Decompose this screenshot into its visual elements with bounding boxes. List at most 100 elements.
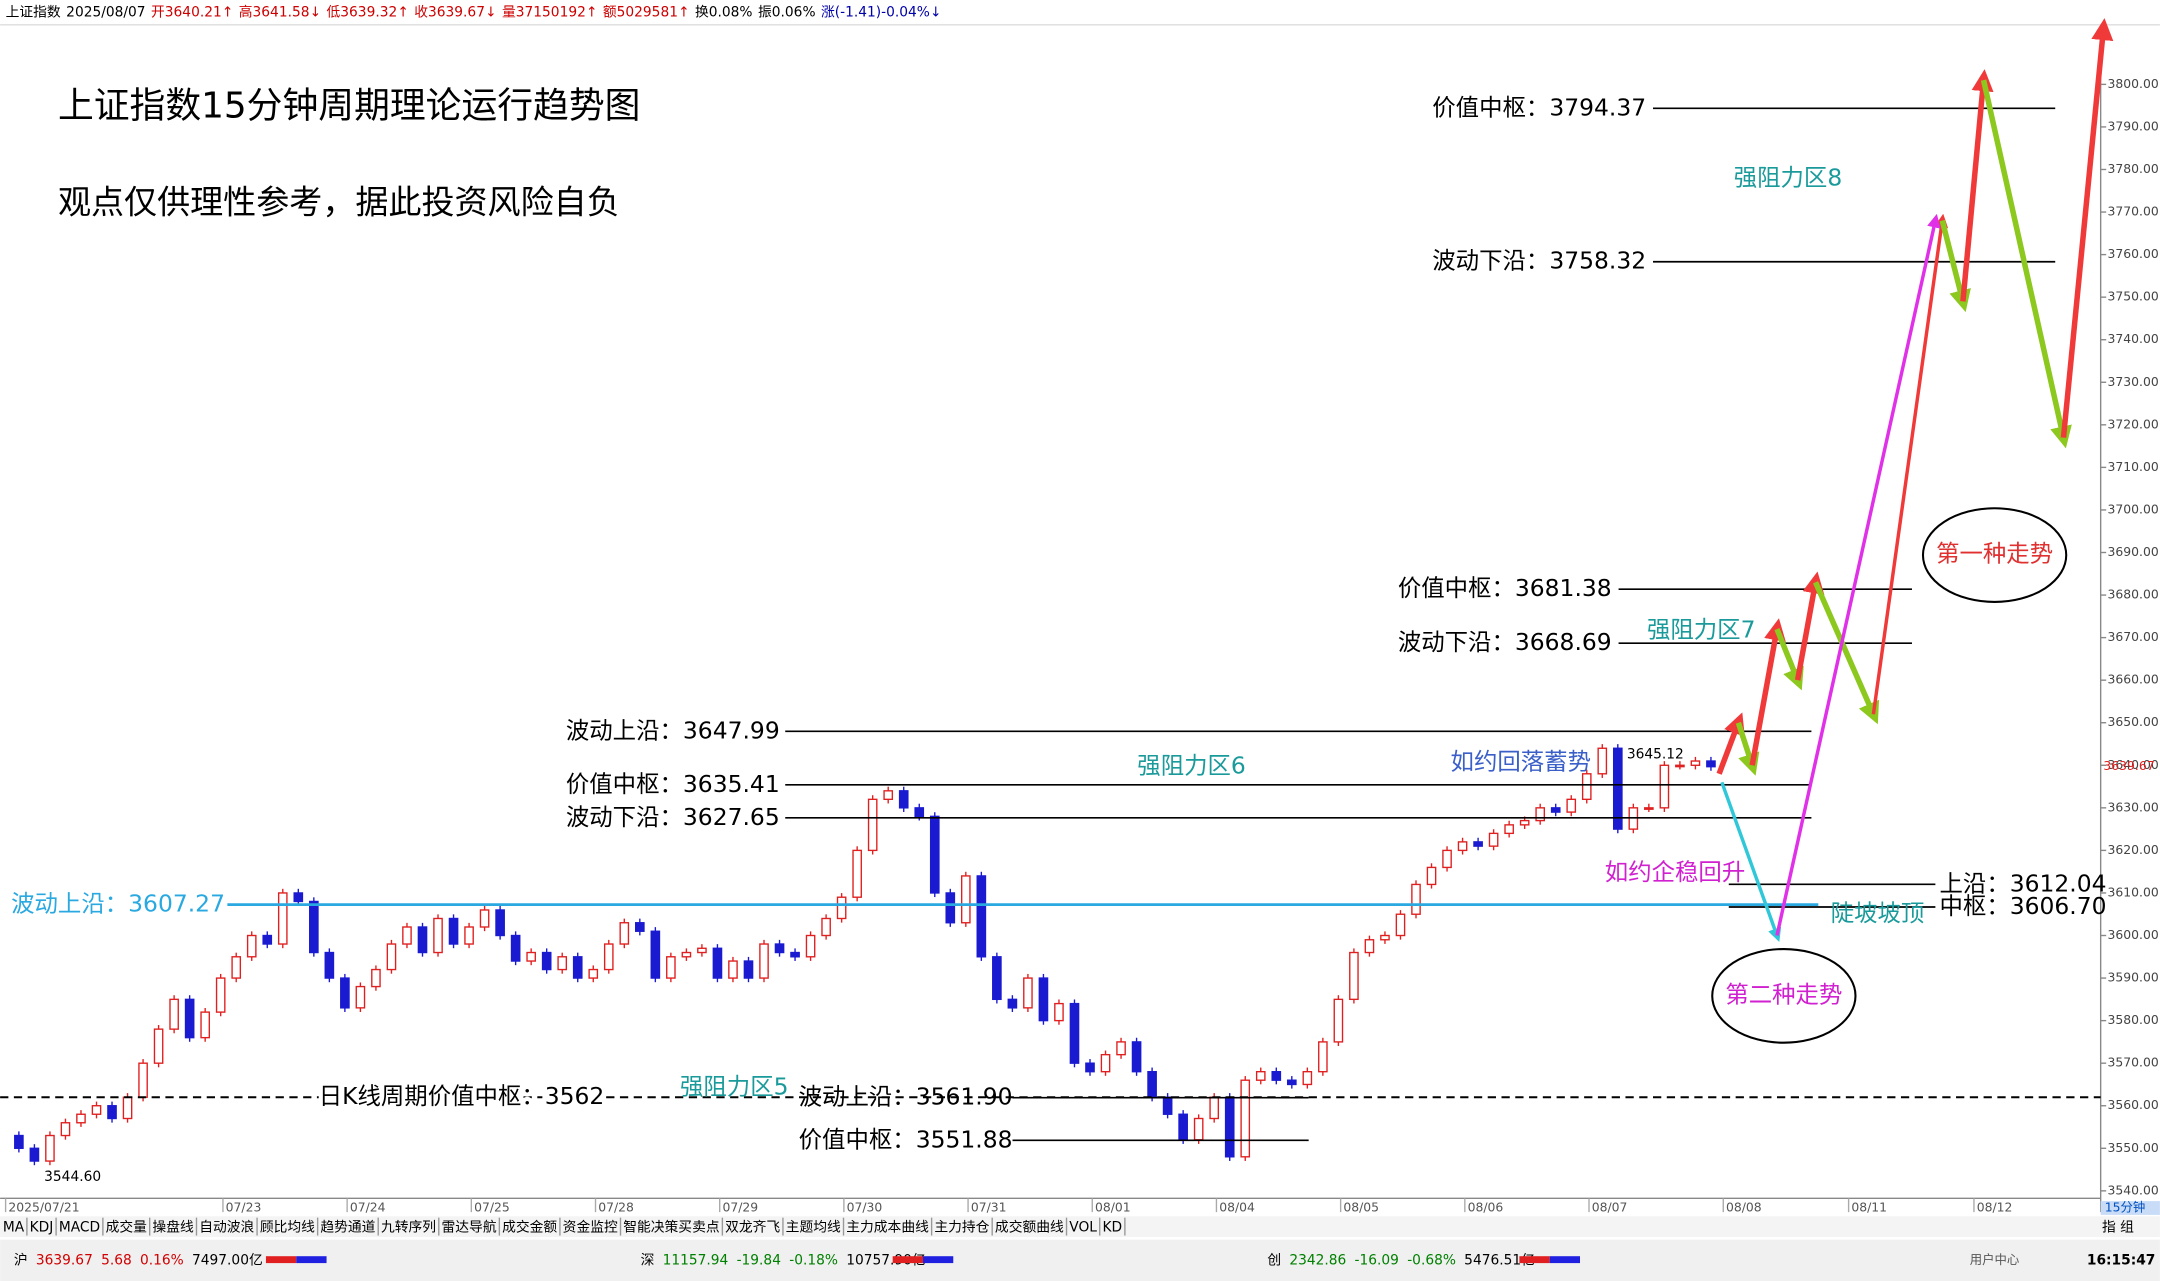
candle: [541, 951, 552, 971]
level-name: 上沿：: [1940, 869, 2010, 897]
x-tick-label: 07/30: [847, 1199, 883, 1214]
indicator-tab[interactable]: 顾比均线: [260, 1219, 315, 1235]
candle: [433, 917, 443, 954]
indicator-tab[interactable]: 趋势通道: [320, 1219, 375, 1235]
candle: [45, 1134, 55, 1162]
indicator-tab[interactable]: 智能决策买卖点: [623, 1218, 720, 1235]
candle: [852, 849, 862, 898]
indicator-tab[interactable]: 九转序列: [381, 1219, 436, 1235]
scenario-arrow: [1939, 219, 1971, 313]
candle: [992, 956, 1002, 1001]
candle: [169, 998, 179, 1030]
candle: [635, 922, 645, 932]
level-label: 价值中枢：3635.41: [566, 769, 780, 797]
candle: [479, 909, 490, 928]
indicator-tab[interactable]: 资金监控: [563, 1219, 618, 1235]
candle: [417, 926, 428, 954]
candle: [821, 917, 831, 937]
indicator-tab[interactable]: 自动波浪: [199, 1219, 254, 1235]
level-label: 波动上沿：3561.90: [799, 1082, 1013, 1110]
candle: [790, 951, 800, 958]
indicator-tab[interactable]: MA: [3, 1219, 25, 1235]
y-tick-label: 3790.00: [2108, 118, 2159, 133]
user-center[interactable]: 用户中心: [1970, 1252, 2020, 1267]
note: 如约回落蓄势: [1451, 748, 1591, 776]
x-tick-label: 08/01: [1095, 1199, 1131, 1214]
scenario-arrow: [1794, 571, 1825, 681]
indicator-tab[interactable]: 操盘线: [152, 1218, 194, 1235]
ratio-bar: [892, 1256, 923, 1264]
candle: [1426, 866, 1437, 886]
scenario-label: 第一种走势: [1936, 540, 2053, 568]
candle: [1411, 883, 1421, 915]
candle: [1054, 1002, 1064, 1022]
indicator-tab[interactable]: KDJ: [30, 1219, 54, 1235]
indicator-tab[interactable]: 主力成本曲线: [846, 1219, 929, 1235]
zone-label: 强阻力区8: [1734, 164, 1843, 192]
candle: [1675, 764, 1685, 768]
level-label: 中枢：3606.70: [1940, 891, 2107, 919]
last-price: 3639.67: [2103, 758, 2154, 773]
indicator-tab[interactable]: 双龙齐飞: [725, 1219, 780, 1235]
y-tick-label: 3630.00: [2108, 799, 2159, 814]
market-price: 2342.86: [1289, 1252, 1346, 1268]
market-pct: -0.18%: [789, 1252, 838, 1268]
y-tick-label: 3670.00: [2108, 629, 2159, 644]
market-name: 沪: [14, 1252, 28, 1268]
level-label: 波动下沿：3668.69: [1398, 628, 1612, 656]
candle: [805, 934, 816, 958]
level-value: 3551.88: [916, 1125, 1013, 1153]
x-tick-label: 07/28: [598, 1199, 634, 1214]
candle: [1706, 760, 1716, 768]
candle: [1380, 934, 1390, 941]
candle: [1038, 977, 1049, 1022]
y-tick-label: 3580.00: [2108, 1012, 2159, 1027]
indicator-tab[interactable]: VOL: [1069, 1219, 1097, 1235]
market-pct: -0.68%: [1407, 1252, 1456, 1268]
level-name: 价值中枢：: [566, 769, 683, 797]
level-label: 波动上沿：3607.27: [11, 889, 225, 917]
market-amount: 5476.51亿: [1464, 1252, 1535, 1268]
candle: [759, 943, 769, 979]
candle: [960, 875, 971, 924]
ratio-bar: [265, 1256, 297, 1264]
x-tick-label: 07/31: [971, 1199, 1007, 1214]
candle: [495, 909, 505, 937]
indicator-tab[interactable]: 主题均线: [786, 1219, 841, 1235]
level-label: 波动下沿：3627.65: [566, 802, 780, 830]
candle: [200, 1011, 210, 1039]
candle: [1612, 747, 1623, 830]
market-quote: 创 2342.86 -16.09 -0.68% 5476.51亿: [1267, 1252, 1535, 1268]
indicator-tab[interactable]: KD: [1102, 1219, 1122, 1235]
x-tick-label: 07/24: [350, 1199, 386, 1214]
candle: [836, 896, 847, 920]
market-amount: 7497.00亿: [192, 1252, 263, 1268]
candle: [1240, 1079, 1251, 1158]
candle: [1023, 977, 1033, 1009]
candle: [603, 943, 614, 971]
y-tick-label: 3780.00: [2108, 161, 2159, 176]
indicator-tab[interactable]: MACD: [59, 1219, 100, 1235]
y-tick-label: 3750.00: [2108, 289, 2159, 304]
chart-title: 上证指数15分钟周期理论运行趋势图: [58, 85, 641, 126]
candle: [510, 934, 521, 962]
candle: [464, 926, 474, 945]
level-value: 3668.69: [1515, 628, 1612, 656]
candle: [371, 968, 381, 988]
header-item: 开3640.21↑: [151, 4, 233, 20]
candle: [277, 892, 288, 945]
market-name: 深: [641, 1252, 655, 1268]
level-value: 3635.41: [683, 769, 780, 797]
level-label: 波动下沿：3758.32: [1432, 246, 1646, 274]
candle: [448, 917, 459, 945]
candle: [1255, 1071, 1266, 1081]
indicator-tab[interactable]: 雷达导航: [442, 1219, 497, 1235]
zone-label: 强阻力区6: [1137, 752, 1246, 780]
indicator-tab[interactable]: 成交额曲线: [995, 1218, 1064, 1235]
indicator-tab[interactable]: 成交量: [106, 1218, 148, 1235]
indicator-tab[interactable]: 成交金额: [502, 1218, 557, 1235]
indicator-tab[interactable]: 主力持仓: [934, 1219, 989, 1235]
candle: [743, 960, 754, 979]
candle: [681, 951, 692, 958]
